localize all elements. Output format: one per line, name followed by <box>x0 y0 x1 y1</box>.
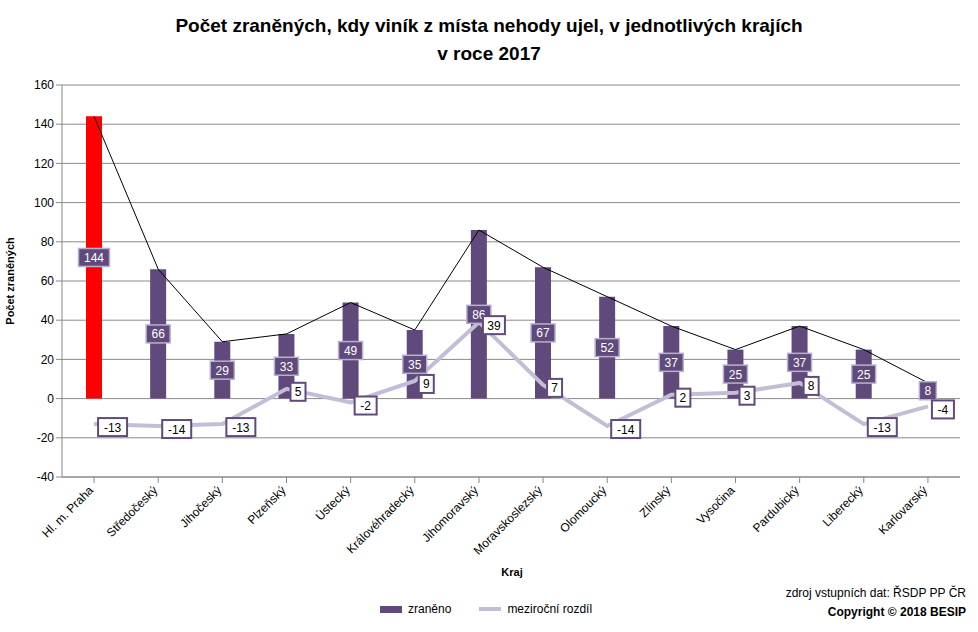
svg-text:144: 144 <box>84 251 104 265</box>
svg-text:Počet zraněných: Počet zraněných <box>8 237 16 325</box>
svg-text:49: 49 <box>344 344 358 358</box>
svg-text:Hl. m. Praha: Hl. m. Praha <box>39 483 96 540</box>
svg-text:5: 5 <box>295 385 302 399</box>
svg-text:25: 25 <box>857 368 871 382</box>
svg-text:66: 66 <box>151 327 165 341</box>
html-text:zdroj vstupních dat: ŘSDP PP Č: zdroj vstupních dat: ŘSDP PP ČR <box>785 586 966 600</box>
svg-text:Olomoucký: Olomoucký <box>557 483 609 535</box>
svg-text:3: 3 <box>744 389 751 403</box>
svg-text:8: 8 <box>925 384 932 398</box>
svg-text:-20: -20 <box>37 431 55 445</box>
html-text:Kraj: Kraj <box>501 566 523 578</box>
svg-text:-2: -2 <box>360 399 371 413</box>
svg-text:37: 37 <box>793 356 807 370</box>
svg-text:29: 29 <box>216 364 230 378</box>
svg-text:Jihočeský: Jihočeský <box>177 483 224 530</box>
svg-text:160: 160 <box>34 78 54 92</box>
svg-text:8: 8 <box>808 379 815 393</box>
html-text:v roce 2017: v roce 2017 <box>437 43 541 64</box>
svg-text:100: 100 <box>34 196 54 210</box>
svg-text:Karlovarský: Karlovarský <box>876 483 930 537</box>
html-text:Počet zraněných, kdy viník z m: Počet zraněných, kdy viník z místa nehod… <box>175 15 803 36</box>
svg-text:86: 86 <box>472 307 486 322</box>
svg-text:Středočeský: Středočeský <box>104 483 161 540</box>
svg-text:-14: -14 <box>168 423 186 437</box>
html-text:zraněno: zraněno <box>408 602 452 616</box>
svg-text:Vysočina: Vysočina <box>694 483 738 527</box>
svg-text:40: 40 <box>41 313 55 327</box>
svg-text:120: 120 <box>34 157 54 171</box>
svg-text:33: 33 <box>280 360 294 374</box>
svg-text:-4: -4 <box>938 403 949 417</box>
svg-text:2: 2 <box>680 391 687 405</box>
svg-text:Moravskoslezský: Moravskoslezský <box>471 483 546 558</box>
svg-text:-40: -40 <box>37 470 55 484</box>
svg-text:67: 67 <box>536 326 550 340</box>
svg-text:Královéhradecký: Královéhradecký <box>344 483 417 556</box>
svg-text:9: 9 <box>423 377 430 391</box>
svg-text:60: 60 <box>41 274 55 288</box>
svg-text:-13: -13 <box>232 421 250 435</box>
svg-text:0: 0 <box>47 392 54 406</box>
svg-text:140: 140 <box>34 117 54 131</box>
svg-text:80: 80 <box>41 235 55 249</box>
html-text:Copyright © 2018 BESIP: Copyright © 2018 BESIP <box>827 605 966 619</box>
svg-text:Plzeňský: Plzeňský <box>245 483 289 527</box>
svg-text:Ústecký: Ústecký <box>312 483 353 524</box>
svg-text:Jihomoravský: Jihomoravský <box>419 483 481 545</box>
svg-text:25: 25 <box>729 368 743 382</box>
svg-text:Zlínský: Zlínský <box>637 483 674 520</box>
svg-text:-13: -13 <box>104 421 122 435</box>
svg-text:Pardubický: Pardubický <box>750 483 802 535</box>
svg-text:20: 20 <box>41 353 55 367</box>
svg-text:-14: -14 <box>617 423 635 437</box>
svg-text:35: 35 <box>408 358 422 372</box>
svg-text:Liberecký: Liberecký <box>820 483 866 529</box>
svg-text:39: 39 <box>487 319 501 333</box>
svg-text:37: 37 <box>665 356 679 370</box>
svg-text:-13: -13 <box>874 421 892 435</box>
svg-text:7: 7 <box>551 381 558 395</box>
svg-text:52: 52 <box>600 341 614 355</box>
html-text:meziroční rozdíl: meziroční rozdíl <box>507 602 593 616</box>
